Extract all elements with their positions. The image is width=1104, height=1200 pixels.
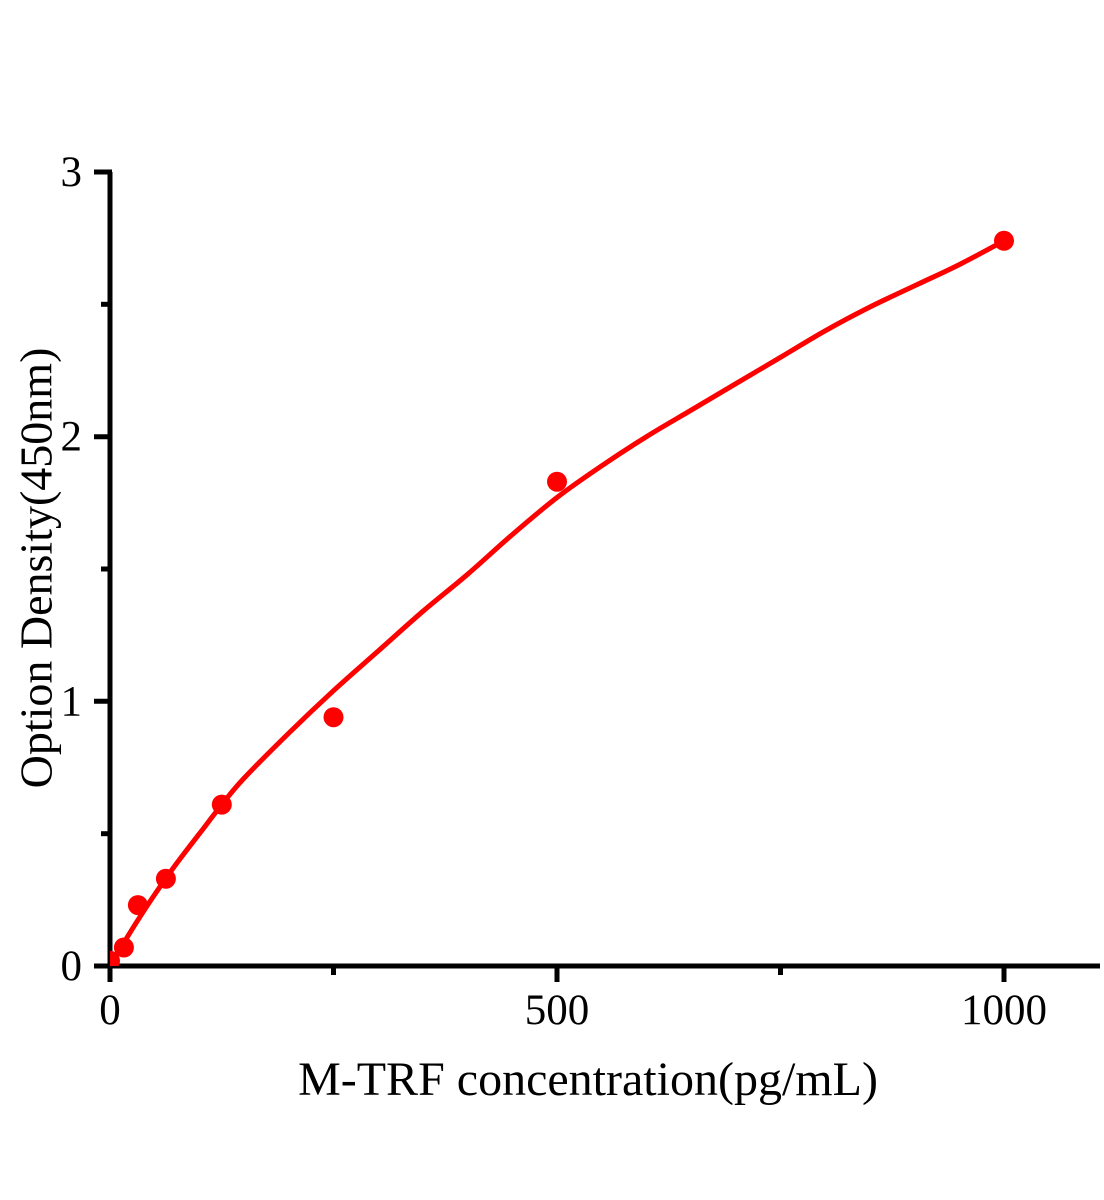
x-tick-label: 500 [525,987,590,1034]
plot-area [110,230,1014,966]
y-tick-label: 3 [61,149,83,196]
fit-curve [110,238,1007,966]
data-point [211,794,232,815]
y-tick-label: 2 [61,414,83,461]
data-point [113,937,134,958]
data-point [994,230,1014,251]
x-tick-label: 1000 [961,987,1047,1034]
x-tick-label: 0 [99,987,121,1034]
y-tick-label: 0 [61,943,83,990]
x-axis-title: M-TRF concentration(pg/mL) [298,1053,878,1106]
axis-spines [107,172,1100,969]
y-tick-label: 1 [61,678,83,725]
data-point [155,868,176,889]
data-point [323,707,344,728]
data-point [547,471,567,492]
y-axis-title: Option Density(450nm) [10,347,62,789]
data-point [127,895,148,916]
